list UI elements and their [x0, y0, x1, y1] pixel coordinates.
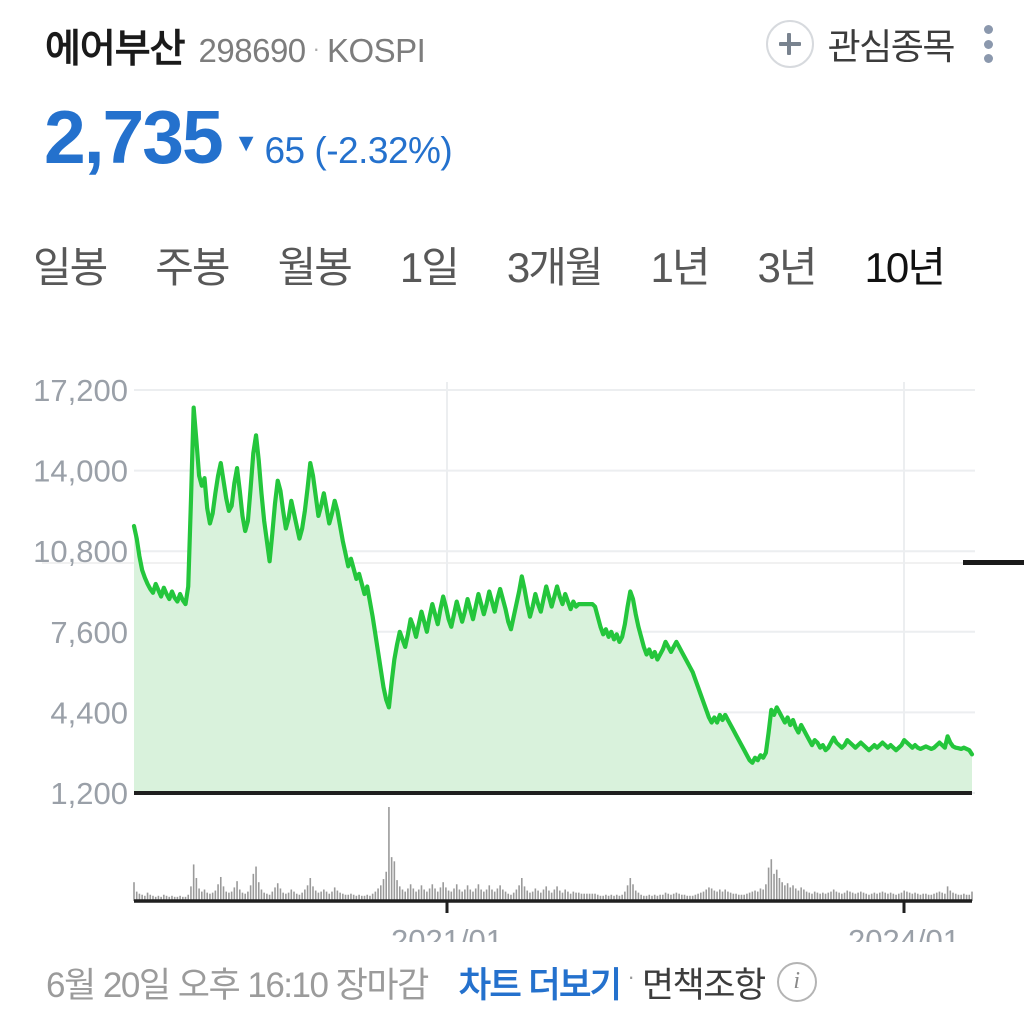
title-separator: ·: [312, 36, 320, 61]
tab-1[interactable]: 일봉: [33, 244, 108, 291]
chart-canvas[interactable]: 17,200 14,000 10,800 7,600 4,400 1,200 2021/0…: [0, 352, 1024, 942]
y-axis-label: 10,800: [33, 534, 128, 569]
y-axis-label: 4,400: [50, 695, 128, 730]
watchlist-label: 관심종목: [827, 26, 956, 67]
chart-x-axis-labels: 2021/01 2024/01: [391, 923, 960, 942]
stock-title-row: 에어부산 298690 · KOSPI: [45, 18, 426, 74]
tab-5[interactable]: 3개월: [506, 244, 604, 291]
kebab-dot: [984, 25, 993, 34]
company-name: 에어부산: [45, 28, 186, 71]
y-axis-label: 17,200: [33, 373, 128, 408]
price-down-arrow-icon: ▼: [233, 129, 259, 157]
kebab-dot: [984, 39, 993, 49]
price-chart[interactable]: 17,200 14,000 10,800 7,600 4,400 1,200 2021/0…: [0, 352, 1024, 942]
price-line: [131, 405, 975, 765]
price-change: 65 (-2.32%): [264, 130, 453, 171]
disclaimer-link[interactable]: 면책조항: [641, 965, 766, 1005]
chart-x-axis-ticks: [445, 901, 906, 913]
x-axis-label: 2024/01: [848, 923, 960, 942]
price-area-fill: [134, 407, 972, 793]
market-status-text: 6월 20일 오후 16:10 장마감: [46, 965, 429, 1005]
exchange-name: KOSPI: [326, 32, 426, 69]
price-row: 2,735 ▼ 65 (-2.32%): [44, 95, 453, 179]
chart-more-link[interactable]: 차트 더보기: [458, 965, 622, 1005]
tab-8[interactable]: 10년: [864, 244, 945, 291]
tab-2[interactable]: 주봉: [155, 244, 230, 291]
chart-footer: 6월 20일 오후 16:10 장마감 차트 더보기 · 면책조항 i: [0, 948, 1024, 1016]
tab-3[interactable]: 월봉: [277, 244, 353, 291]
tab-7[interactable]: 3년: [757, 244, 817, 291]
active-tab-underline: [963, 560, 1024, 565]
x-axis-label: 2021/01: [391, 923, 503, 942]
chart-y-axis-labels: 17,200 14,000 10,800 7,600 4,400 1,200: [33, 373, 128, 811]
plus-icon: [765, 20, 814, 68]
volume-bars: [133, 807, 973, 901]
current-price: 2,735: [44, 95, 224, 179]
tab-6[interactable]: 1년: [650, 244, 710, 291]
tabs-divider: [42, 562, 963, 564]
y-axis-label: 14,000: [33, 454, 128, 489]
footer-separator: ·: [627, 964, 635, 989]
add-to-watchlist-button[interactable]: 관심종목: [765, 18, 956, 70]
y-axis-label: 7,600: [50, 615, 128, 650]
tab-4[interactable]: 1일: [399, 244, 460, 291]
tab-list: 일봉 주봉 월봉 1일 3개월 1년 3년 10년: [33, 222, 993, 314]
info-icon[interactable]: i: [776, 962, 817, 1002]
y-axis-label: 1,200: [50, 776, 128, 811]
ticker-code: 298690: [198, 32, 307, 69]
kebab-dot: [984, 54, 993, 63]
chart-range-tabs: 일봉 주봉 월봉 1일 3개월 1년 3년 10년: [0, 222, 1024, 565]
kebab-menu-icon[interactable]: [984, 25, 994, 63]
stock-header: 에어부산 298690 · KOSPI 관심종목 2,735 ▼ 65 (-2.…: [0, 0, 1024, 215]
header-actions: 관심종목: [765, 18, 994, 70]
